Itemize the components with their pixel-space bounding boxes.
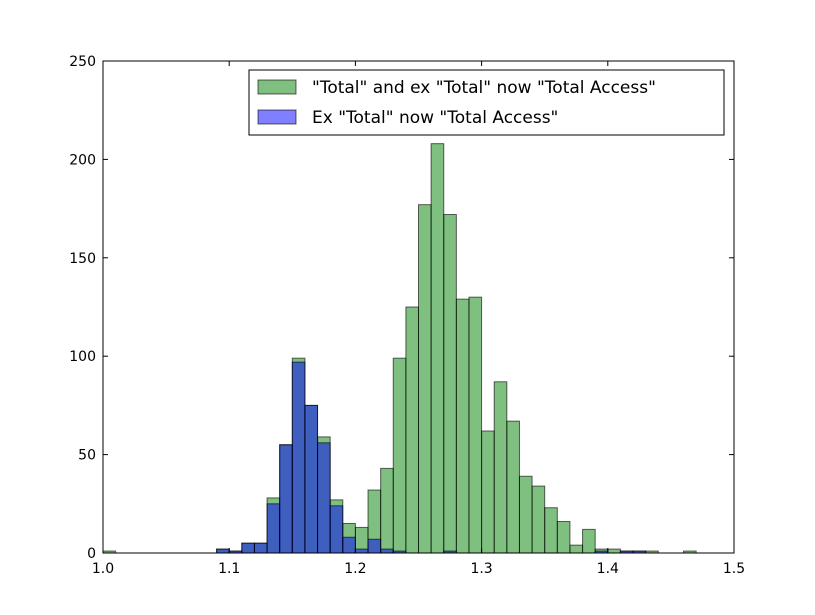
y-tick-label: 50 <box>78 448 96 464</box>
x-tick-label: 1.1 <box>218 561 240 577</box>
bar-series-2-bin-3 <box>241 542 255 554</box>
x-tick-label: 1.5 <box>723 561 745 577</box>
bar-series-1-bin-25 <box>506 420 520 554</box>
bar-series-1-bin-21 <box>455 298 470 554</box>
bar-series-1-bin-29 <box>556 521 571 554</box>
bar-series-1-bin-23 <box>481 430 495 554</box>
bar-series-2-bin-13 <box>367 538 382 554</box>
x-tick-label: 1.3 <box>470 561 492 577</box>
bar-series-1-bin-19 <box>430 143 445 554</box>
bar-series-1-bin-26 <box>518 475 533 554</box>
y-tick-label: 200 <box>69 152 96 168</box>
bar-series-1-bin-24 <box>493 381 508 554</box>
bar-series-1-bin-33 <box>607 548 621 554</box>
bar-series-2-bin-1 <box>216 548 230 554</box>
histogram-bars <box>102 143 697 554</box>
bar-series-1-bin-28 <box>544 507 558 554</box>
bar-series-1-bin-22 <box>468 296 483 554</box>
bar-series-2-bin-6 <box>279 444 293 554</box>
bar-series-2-bin-5 <box>266 503 281 554</box>
x-tick-label: 1.4 <box>597 561 619 577</box>
axis-ticks: 1.0 1.1 1.2 1.3 1.4 1.5 0 50 100 150 200 250 <box>69 54 745 577</box>
bar-series-2-bin-8 <box>304 404 319 554</box>
y-tick-label: 100 <box>69 349 96 365</box>
legend: "Total" and ex "Total" now "Total Access… <box>248 69 725 136</box>
bar-series-2-bin-12 <box>354 548 369 554</box>
y-tick-label: 250 <box>69 54 96 70</box>
legend-label-2: Ex "Total" now "Total Access" <box>312 108 558 128</box>
bar-series-1-bin-18 <box>418 204 432 554</box>
bar-series-2-bin-10 <box>329 505 344 554</box>
bar-series-1-bin-15 <box>380 467 394 554</box>
x-tick-label: 1.0 <box>92 561 114 577</box>
bar-series-2-bin-9 <box>317 442 331 554</box>
bar-series-2-bin-4 <box>253 542 268 554</box>
plot-frame <box>102 60 735 554</box>
y-tick-label: 150 <box>69 251 96 267</box>
bar-series-1-bin-31 <box>582 528 596 554</box>
bar-series-1-bin-17 <box>405 306 420 554</box>
y-tick-label: 0 <box>87 546 96 562</box>
x-tick-label: 1.2 <box>344 561 366 577</box>
bar-series-1-bin-30 <box>569 544 584 554</box>
legend-box <box>248 69 725 136</box>
legend-swatch-2 <box>257 109 297 125</box>
bar-series-1-bin-16 <box>392 357 407 554</box>
legend-swatch-1 <box>257 79 297 95</box>
legend-label-1: "Total" and ex "Total" now "Total Access… <box>312 78 656 98</box>
bar-series-1-bin-20 <box>443 214 457 554</box>
bar-series-1-bin-27 <box>531 485 546 554</box>
bar-series-2-bin-11 <box>342 536 356 554</box>
bar-series-2-bin-14 <box>380 548 394 554</box>
bar-series-2-bin-7 <box>291 361 306 554</box>
